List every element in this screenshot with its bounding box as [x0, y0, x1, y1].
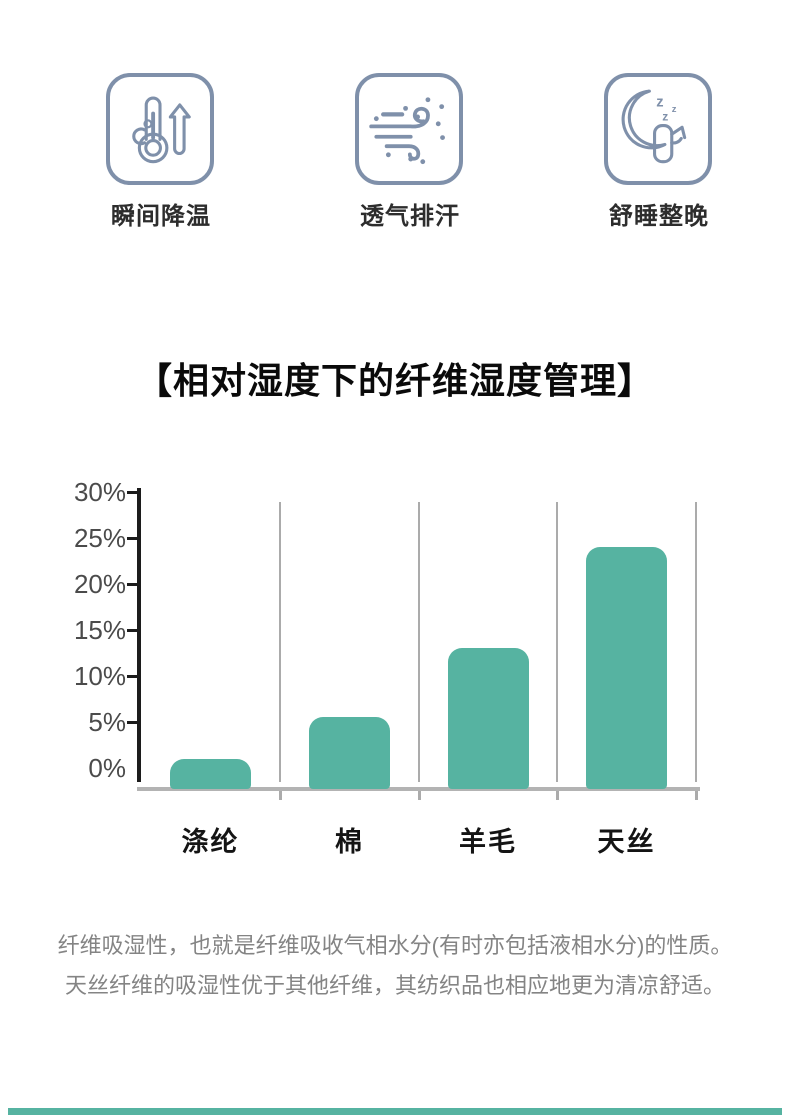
category-label: 涤纶: [181, 827, 240, 857]
chart-bar: [170, 758, 251, 789]
y-axis-tick: [127, 536, 137, 540]
feature-label: 瞬间降温: [111, 203, 211, 230]
y-axis-label: 30%: [73, 477, 126, 507]
sleep-moon-icon: z z z: [621, 89, 687, 164]
category-label: 天丝: [597, 827, 656, 857]
chart-bar: [447, 648, 529, 789]
description-line-2: 天丝纤维的吸湿性优于其他纤维，其纺织品也相应地更为清凉舒适。: [64, 973, 725, 998]
y-axis-label: 5%: [88, 707, 126, 737]
y-axis-label: 25%: [73, 523, 126, 553]
grid-separator: [418, 502, 420, 782]
baseline-tick: [417, 791, 421, 800]
feature-label: 透气排汗: [360, 203, 460, 230]
bottom-strip: [8, 1108, 782, 1115]
feature-tile: [355, 73, 463, 185]
chart-bar: [309, 717, 390, 789]
y-axis-tick: [127, 490, 137, 494]
feature-item: z z z 舒睡整晚: [604, 73, 714, 231]
category-label: 羊毛: [459, 827, 517, 857]
grid-separator: [279, 502, 281, 782]
y-axis-label: 0%: [88, 753, 126, 783]
y-axis-label: 20%: [73, 569, 126, 599]
feature-tile: z z z: [604, 73, 712, 185]
grid-separator: [695, 502, 697, 782]
baseline-tick: [555, 791, 559, 800]
category-label: 棉: [335, 827, 364, 857]
y-axis-tick: [127, 720, 137, 724]
svg-text:z: z: [662, 109, 668, 123]
baseline-tick: [694, 791, 698, 800]
svg-text:z: z: [656, 95, 663, 111]
description-line-1: 纤维吸湿性，也就是纤维吸收气相水分(有时亦包括液相水分)的性质。: [57, 933, 733, 958]
grid-separator: [556, 502, 558, 782]
feature-tile: [106, 73, 214, 185]
baseline-tick: [278, 791, 282, 800]
y-axis-label: 15%: [73, 615, 126, 645]
y-axis-line: [137, 488, 141, 782]
feature-item: 透气排汗: [355, 73, 465, 231]
y-axis-tick: [127, 582, 137, 586]
chart-bar: [586, 547, 667, 789]
feature-item: 瞬间降温: [106, 73, 216, 231]
y-axis-label: 10%: [73, 661, 126, 691]
x-baseline: [137, 787, 700, 791]
svg-text:z: z: [672, 104, 677, 115]
section-title: 【相对湿度下的纤维湿度管理】: [135, 360, 654, 401]
feature-label: 舒睡整晚: [609, 203, 709, 230]
y-axis-tick: [127, 628, 137, 632]
features-row: 瞬间降温 透气排汗 z z z 舒睡整晚: [106, 73, 714, 231]
y-axis-tick: [127, 674, 137, 678]
thermometer-rise-icon: [132, 96, 191, 164]
breeze-icon: [369, 97, 445, 165]
